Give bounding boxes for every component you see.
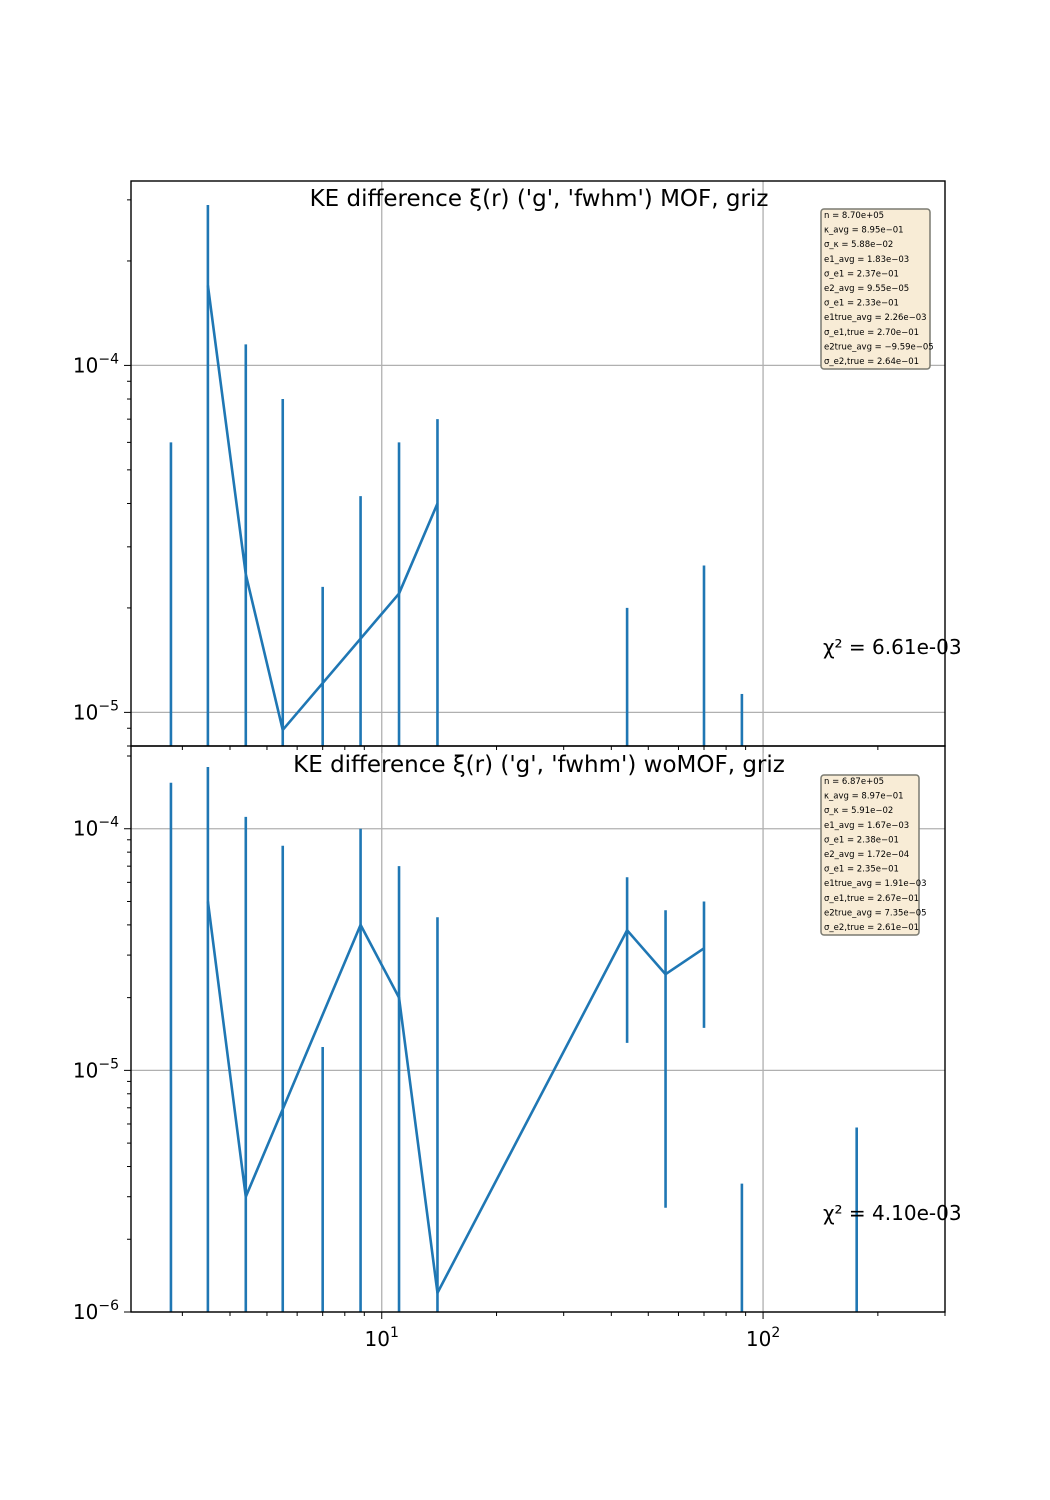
- stats-line: σ_e1 = 2.33e−01: [824, 299, 899, 309]
- chi2-annotation: χ² = 4.10e-03: [823, 1201, 962, 1225]
- y-tick-label: 10−6: [73, 1298, 119, 1324]
- subplot-1: 10−4 10−5 KE difference ξ(r) ('g', 'fwhm')…: [73, 180, 962, 753]
- stats-line: e2_avg = 1.72e−04: [824, 850, 909, 860]
- stats-box: n = 6.87e+05 κ_avg = 8.97e−01 σ_κ = 5.91e−…: [820, 774, 927, 936]
- stats-box-background: [820, 774, 920, 936]
- stats-line: σ_e1 = 2.35e−01: [824, 865, 899, 875]
- stats-line: e2true_avg = −9.59e−05: [824, 342, 934, 352]
- x-tick-label: 102: [746, 1325, 780, 1351]
- stats-line: σ_e1,true = 2.67e−01: [824, 894, 919, 904]
- stats-line: σ_e1,true = 2.70e−01: [824, 328, 919, 338]
- stats-box-background: [820, 208, 931, 370]
- y-tick-label: 10−5: [73, 698, 119, 724]
- stats-line: κ_avg = 8.95e−01: [824, 226, 904, 236]
- series-group: [169, 204, 744, 746]
- axes-frame: [130, 745, 946, 1313]
- stats-line: e1true_avg = 1.91e−03: [824, 879, 927, 889]
- y-tick-label: 10−4: [73, 351, 119, 377]
- stats-line: σ_κ = 5.88e−02: [824, 240, 893, 250]
- subplot-2: 10−4 10−5 10−6 101 102 KE difference ξ(r) ('g…: [73, 745, 962, 1351]
- stats-line: e1true_avg = 2.26e−03: [824, 313, 927, 323]
- series-line: [206, 901, 705, 1295]
- stats-line: σ_e1 = 2.38e−01: [824, 835, 899, 845]
- stats-line: e2_avg = 9.55e−05: [824, 284, 909, 294]
- stats-line: e1_avg = 1.67e−03: [824, 821, 909, 831]
- x-tick-label: 101: [365, 1325, 399, 1351]
- stats-line: n = 8.70e+05: [824, 211, 884, 221]
- y-tick-label: 10−4: [73, 815, 119, 841]
- chi2-annotation: χ² = 6.61e-03: [823, 635, 962, 659]
- y-tick-label: 10−5: [73, 1056, 119, 1082]
- series-group: [169, 767, 858, 1312]
- stats-line: σ_κ = 5.91e−02: [824, 806, 893, 816]
- stats-line: σ_e1 = 2.37e−01: [824, 269, 899, 279]
- stats-line: κ_avg = 8.97e−01: [824, 792, 904, 802]
- plot-title: KE difference ξ(r) ('g', 'fwhm') woMOF, …: [293, 752, 785, 778]
- series-line: [206, 285, 439, 732]
- stats-line: e2true_avg = 7.35e−05: [824, 908, 927, 918]
- stats-line: e1_avg = 1.83e−03: [824, 255, 909, 265]
- stats-box: n = 8.70e+05 κ_avg = 8.95e−01 σ_κ = 5.88e−…: [820, 208, 934, 370]
- plot-title: KE difference ξ(r) ('g', 'fwhm') MOF, gr…: [310, 186, 769, 212]
- stats-line: n = 6.87e+05: [824, 777, 884, 787]
- stats-line: σ_e2,true = 2.64e−01: [824, 357, 919, 367]
- stats-line: σ_e2,true = 2.61e−01: [824, 923, 919, 933]
